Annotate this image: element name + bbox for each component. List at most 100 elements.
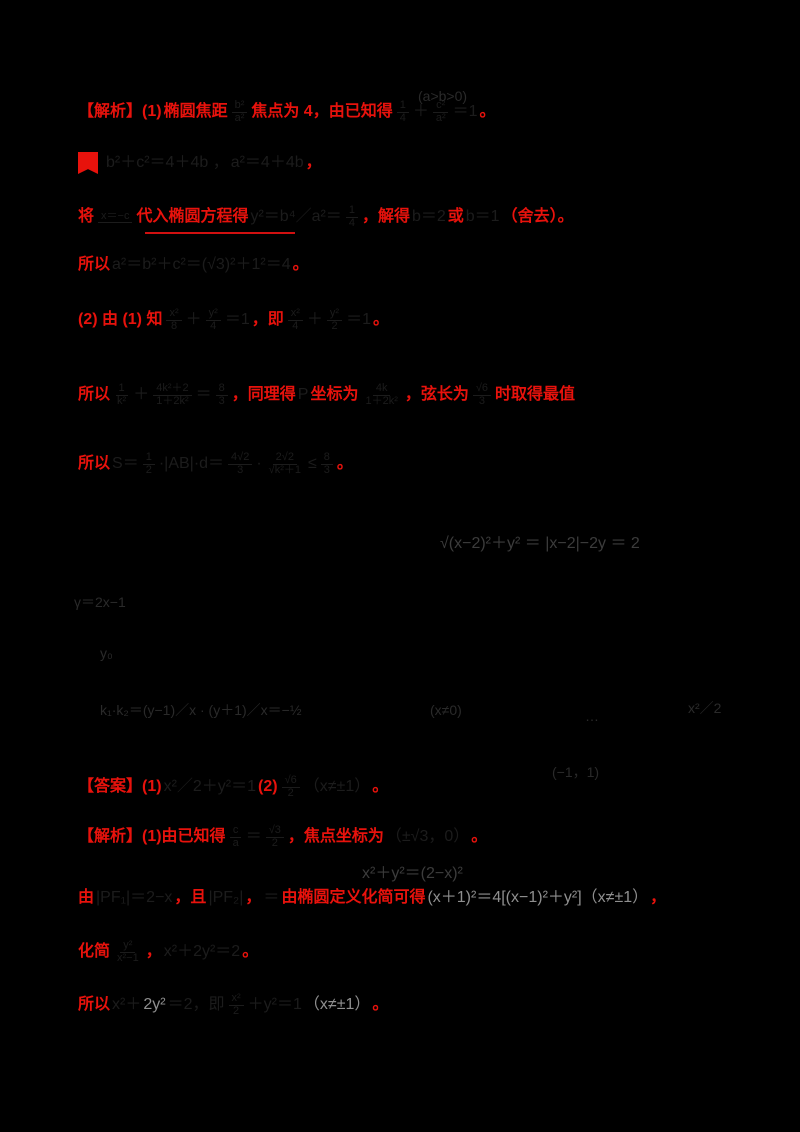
- annotation-text: 。: [372, 996, 389, 1014]
- annotation-text: 。: [292, 256, 309, 273]
- equation-text: （x≠±1）: [303, 778, 371, 796]
- equation-text: ＝: [245, 828, 262, 846]
- equation-text: ＋: [185, 311, 202, 329]
- fraction-expression: 1 k²: [115, 382, 128, 407]
- annotation-text: (2) 由 (1) 知: [78, 311, 163, 329]
- scribble-text: x²／2: [688, 700, 722, 716]
- annotation-text: ，且: [174, 889, 207, 906]
- fraction-expression: 2√2 √k²＋1: [268, 451, 301, 476]
- equation-text: ·: [256, 455, 262, 473]
- annotation-text: 所以: [78, 386, 111, 404]
- fraction-expression: √6 2: [281, 774, 300, 799]
- solution-line: 化简 y² x²−1 ， x²＋2y²＝2。: [78, 939, 258, 964]
- equation-text: ＝1: [224, 311, 250, 329]
- annotation-text: 。: [471, 828, 488, 846]
- annotation-text: ，即: [251, 311, 284, 329]
- fraction-expression: x² 4: [287, 307, 303, 332]
- solution-line: √(x−2)²＋y² ＝ |x−2|−2y ＝ 2: [440, 534, 640, 554]
- equation-text: x²／2＋y²＝1: [163, 778, 257, 796]
- annotation-text: 所以: [78, 996, 111, 1014]
- annotation-text: 。: [373, 311, 390, 329]
- solution-line: 所以 x²＋ 2y² ＝2，即 x² 2 ＋y²＝1 （x≠±1）。: [78, 992, 389, 1017]
- equation-text: b²＋c²＝4＋4b ，: [106, 154, 229, 171]
- annotation-text: ，: [245, 889, 262, 906]
- equation-text: √(x−2)²＋y² ＝ |x−2|−2y ＝ 2: [440, 535, 640, 552]
- equation-text: 2y²: [143, 996, 166, 1014]
- annotation-text: 【解析】(1)由已知得: [78, 828, 226, 846]
- solution-line: 所以 S＝ 1 2 ·|AB|·d＝ 4√2 3 · 2√2 √k²＋1 ≤8 3。: [78, 451, 353, 476]
- annotation-text: 坐标为: [310, 386, 359, 404]
- equation-text: a²＝4＋4b: [230, 154, 304, 171]
- equation-text: x²＋2y²＝2: [163, 943, 241, 961]
- annotation-text: (2): [258, 778, 278, 796]
- equation-text: P: [297, 386, 309, 404]
- fraction-expression: √3 2: [265, 824, 284, 849]
- annotation-text: 。: [372, 778, 389, 796]
- fraction-expression: x＝−c: [98, 210, 133, 224]
- annotation-text: ，焦点坐标为: [287, 828, 384, 846]
- annotation-text: 将: [78, 208, 95, 226]
- equation-text: |PF₁|＝2−x: [96, 889, 173, 906]
- equation-text: b＝2: [411, 208, 446, 226]
- annotation-text: 代入椭圆方程得: [136, 208, 249, 226]
- solution-line: 将 x＝−c 代入椭圆方程得 y²＝b⁴／a²＝ 1 4 ，解得 b＝2 或 b＝1 （舍去…: [78, 204, 574, 229]
- fraction-expression: y² 2: [326, 307, 343, 332]
- red-underline: [145, 232, 295, 234]
- annotation-text: 所以: [78, 256, 111, 273]
- solution-line: 所以 a²＝b²＋c²＝(√3)²＋1²＝4 。: [78, 255, 309, 275]
- annotation-text: 。: [479, 103, 496, 121]
- equation-text: ＝1: [346, 311, 371, 329]
- red-square-marker: [78, 152, 98, 174]
- annotation-text: 由椭圆定义化简可得: [281, 889, 426, 906]
- equation-text: ≤: [307, 455, 317, 473]
- annotation-text: 时取得最值: [495, 386, 576, 404]
- annotation-text: ，: [145, 943, 162, 961]
- equation-text: ＋: [412, 103, 429, 121]
- solution-line: 【答案】(1) x²／2＋y²＝1 (2) √6 2 （x≠±1）。: [78, 774, 389, 799]
- fraction-expression: x² 2: [228, 992, 244, 1017]
- annotation-text: 由: [78, 889, 95, 906]
- scribble-text: …: [585, 708, 599, 724]
- annotation-text: 。: [336, 455, 353, 473]
- equation-text: ＝: [195, 386, 212, 404]
- equation-text: ＝1: [452, 103, 478, 121]
- solution-line: 所以 1 k² ＋ 4k²＋2 1＋2k² ＝ 8 3 ，同理得 P 坐标为 4k 1＋2k² ，弦长为 √6…: [78, 382, 576, 407]
- fraction-expression: c² a²: [433, 99, 449, 124]
- equation-text: ·|AB|·d＝: [158, 455, 225, 473]
- fraction-expression: x² 8: [166, 307, 182, 332]
- fraction-expression: 4k²＋2 1＋2k²: [153, 382, 192, 407]
- equation-text: S＝: [112, 455, 139, 473]
- solution-line: 【解析】(1)由已知得 c a ＝ √3 2 ，焦点坐标为 （±√3，0）。: [78, 824, 488, 849]
- solution-line: 【解析】(1) 椭圆焦距 b² a² 焦点为 4，由已知得 1 4 ＋ c² a² ＝1。: [78, 99, 496, 124]
- fraction-expression: 4√2 3: [228, 451, 253, 476]
- annotation-text: 化简: [78, 943, 111, 961]
- scribble-text: (x≠0): [430, 702, 462, 718]
- annotation-text: 【解析】(1): [78, 103, 162, 121]
- equation-text: ＋: [306, 311, 323, 329]
- equation-text: ＋: [133, 386, 150, 404]
- equation-text: b＝1: [465, 208, 500, 226]
- annotation-text: ，: [305, 154, 322, 171]
- annotation-text: 【答案】(1): [78, 778, 162, 796]
- fraction-expression: y² x²−1: [117, 939, 139, 964]
- equation-text: ＋y²＝1: [247, 996, 302, 1014]
- scribble-text: (−1，1): [552, 764, 600, 780]
- scribble-text: y₀: [100, 645, 113, 661]
- fraction-expression: √6 3: [472, 382, 492, 407]
- scribble-text: k₁·k₂＝(y−1)／x · (y＋1)／x＝−½: [100, 702, 302, 718]
- solution-line: x²＋y²＝(2−x)²: [362, 864, 463, 884]
- annotation-text: ，: [650, 889, 667, 906]
- scribble-text: (a>b>0): [418, 88, 468, 104]
- fraction-expression: b² a²: [231, 99, 248, 124]
- annotation-text: ，弦长为: [404, 386, 469, 404]
- annotation-text: 所以: [78, 455, 111, 473]
- fraction-expression: y² 4: [205, 307, 221, 332]
- equation-text: ＝: [263, 889, 280, 906]
- equation-text: （±√3，0）: [385, 828, 470, 846]
